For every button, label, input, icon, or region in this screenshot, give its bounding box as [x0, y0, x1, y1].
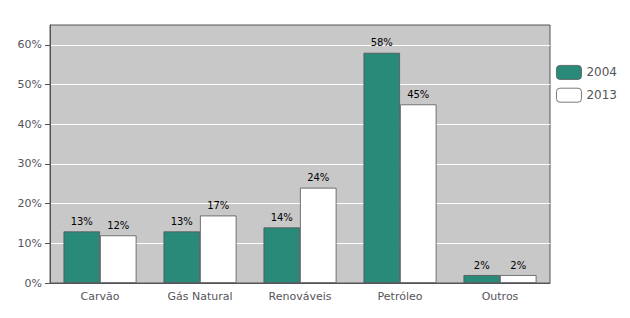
svg-text:13%: 13% — [71, 216, 93, 227]
svg-text:20%: 20% — [18, 197, 42, 210]
svg-text:17%: 17% — [207, 200, 229, 211]
svg-text:40%: 40% — [18, 118, 42, 131]
svg-text:14%: 14% — [271, 212, 293, 223]
svg-text:2004: 2004 — [586, 65, 617, 79]
svg-text:13%: 13% — [171, 216, 193, 227]
svg-text:30%: 30% — [18, 157, 42, 170]
svg-text:0%: 0% — [25, 277, 42, 290]
svg-text:10%: 10% — [18, 237, 42, 250]
svg-text:2%: 2% — [474, 260, 490, 271]
svg-text:Petróleo: Petróleo — [378, 290, 423, 303]
svg-text:60%: 60% — [18, 38, 42, 51]
svg-text:Gás Natural: Gás Natural — [167, 290, 232, 303]
svg-text:24%: 24% — [307, 172, 329, 183]
svg-text:12%: 12% — [107, 220, 129, 231]
svg-text:2%: 2% — [510, 260, 526, 271]
svg-text:45%: 45% — [407, 89, 429, 100]
svg-text:50%: 50% — [18, 78, 42, 91]
svg-text:Carvão: Carvão — [81, 290, 120, 303]
svg-text:Outros: Outros — [482, 290, 519, 303]
svg-text:58%: 58% — [371, 37, 393, 48]
svg-text:Renováveis: Renováveis — [269, 290, 332, 303]
svg-text:2013: 2013 — [586, 88, 617, 102]
